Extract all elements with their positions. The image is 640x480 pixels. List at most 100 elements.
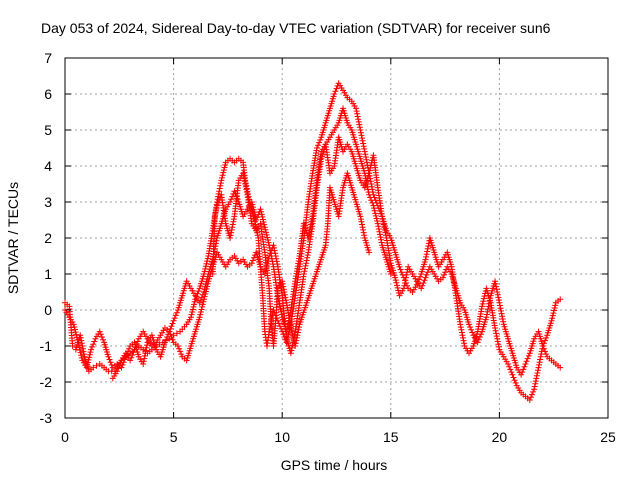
chart-title: Day 053 of 2024, Sidereal Day-to-day VTE… bbox=[41, 20, 551, 36]
data-point bbox=[379, 216, 386, 223]
data-point bbox=[358, 218, 365, 225]
data-point bbox=[394, 282, 401, 289]
data-point bbox=[551, 304, 558, 311]
data-point bbox=[510, 374, 517, 381]
data-point bbox=[282, 294, 289, 301]
data-point bbox=[459, 332, 466, 339]
data-point bbox=[302, 262, 309, 269]
data-point bbox=[88, 346, 95, 353]
data-point bbox=[332, 88, 339, 95]
data-point bbox=[217, 182, 224, 189]
data-point bbox=[196, 299, 203, 306]
data-point bbox=[261, 221, 268, 228]
data-point bbox=[361, 170, 368, 177]
data-point bbox=[250, 204, 257, 211]
data-point bbox=[492, 280, 499, 287]
data-point bbox=[116, 362, 123, 369]
data-point bbox=[106, 356, 113, 363]
data-point bbox=[240, 172, 247, 179]
data-point bbox=[98, 334, 105, 340]
data-point bbox=[380, 221, 387, 228]
data-point bbox=[360, 140, 367, 147]
data-point bbox=[542, 337, 549, 344]
data-point bbox=[500, 318, 507, 325]
data-point bbox=[496, 302, 503, 309]
data-point bbox=[542, 348, 549, 355]
data-point bbox=[265, 239, 272, 246]
data-point bbox=[202, 291, 209, 298]
data-point bbox=[279, 280, 286, 287]
data-point bbox=[277, 303, 284, 310]
data-point bbox=[532, 380, 539, 387]
data-point bbox=[530, 388, 537, 395]
data-point bbox=[483, 311, 490, 318]
data-point bbox=[131, 346, 138, 353]
data-point bbox=[363, 181, 370, 187]
data-point bbox=[228, 229, 235, 236]
data-point bbox=[242, 183, 249, 190]
data-point bbox=[71, 326, 78, 333]
data-point bbox=[460, 334, 467, 341]
data-point bbox=[81, 351, 88, 358]
data-point bbox=[273, 255, 280, 262]
data-point bbox=[372, 210, 379, 217]
data-point bbox=[271, 247, 278, 254]
data-point bbox=[519, 369, 526, 376]
data-point bbox=[492, 325, 499, 331]
y-tick-label: 2 bbox=[44, 230, 52, 246]
data-point bbox=[73, 334, 80, 341]
data-point bbox=[496, 299, 503, 306]
y-tick-label: -1 bbox=[40, 338, 53, 354]
data-point bbox=[557, 364, 564, 371]
data-point bbox=[84, 359, 91, 366]
data-point bbox=[397, 266, 404, 273]
data-point bbox=[168, 323, 175, 330]
data-point bbox=[468, 326, 475, 333]
data-point bbox=[439, 274, 446, 281]
data-point bbox=[528, 391, 535, 398]
x-tick-label: 25 bbox=[600, 429, 616, 445]
data-point bbox=[481, 293, 488, 300]
data-point bbox=[356, 121, 363, 128]
data-point bbox=[552, 302, 559, 309]
data-point bbox=[173, 309, 180, 316]
data-point bbox=[73, 331, 80, 338]
data-point bbox=[162, 336, 169, 343]
data-point bbox=[258, 208, 265, 215]
data-point bbox=[379, 213, 386, 220]
data-point bbox=[213, 205, 220, 212]
data-point bbox=[300, 271, 307, 277]
data-point bbox=[215, 190, 222, 197]
data-point bbox=[375, 223, 382, 230]
data-point bbox=[227, 235, 234, 241]
x-tick-label: 0 bbox=[61, 429, 69, 445]
series-trace-c bbox=[109, 105, 394, 382]
data-point bbox=[382, 229, 389, 236]
data-point bbox=[191, 298, 198, 305]
data-point bbox=[523, 358, 530, 365]
data-point bbox=[130, 349, 137, 356]
data-point bbox=[359, 135, 366, 142]
data-point bbox=[296, 324, 303, 331]
data-point bbox=[170, 317, 177, 324]
data-point bbox=[497, 305, 504, 312]
data-point bbox=[191, 301, 198, 308]
data-point bbox=[458, 326, 465, 333]
y-tick-label: 7 bbox=[44, 50, 52, 66]
data-point bbox=[303, 260, 310, 267]
data-point bbox=[421, 277, 428, 284]
data-point bbox=[361, 148, 368, 155]
data-point bbox=[442, 269, 449, 276]
data-point bbox=[248, 260, 255, 267]
data-series bbox=[62, 80, 564, 403]
data-point bbox=[375, 226, 382, 232]
data-point bbox=[364, 183, 371, 190]
data-point bbox=[227, 232, 234, 239]
data-point bbox=[354, 113, 361, 120]
data-point bbox=[518, 371, 525, 378]
data-point bbox=[253, 217, 260, 223]
data-point bbox=[142, 347, 149, 354]
data-point bbox=[537, 356, 544, 363]
data-point bbox=[248, 199, 255, 205]
